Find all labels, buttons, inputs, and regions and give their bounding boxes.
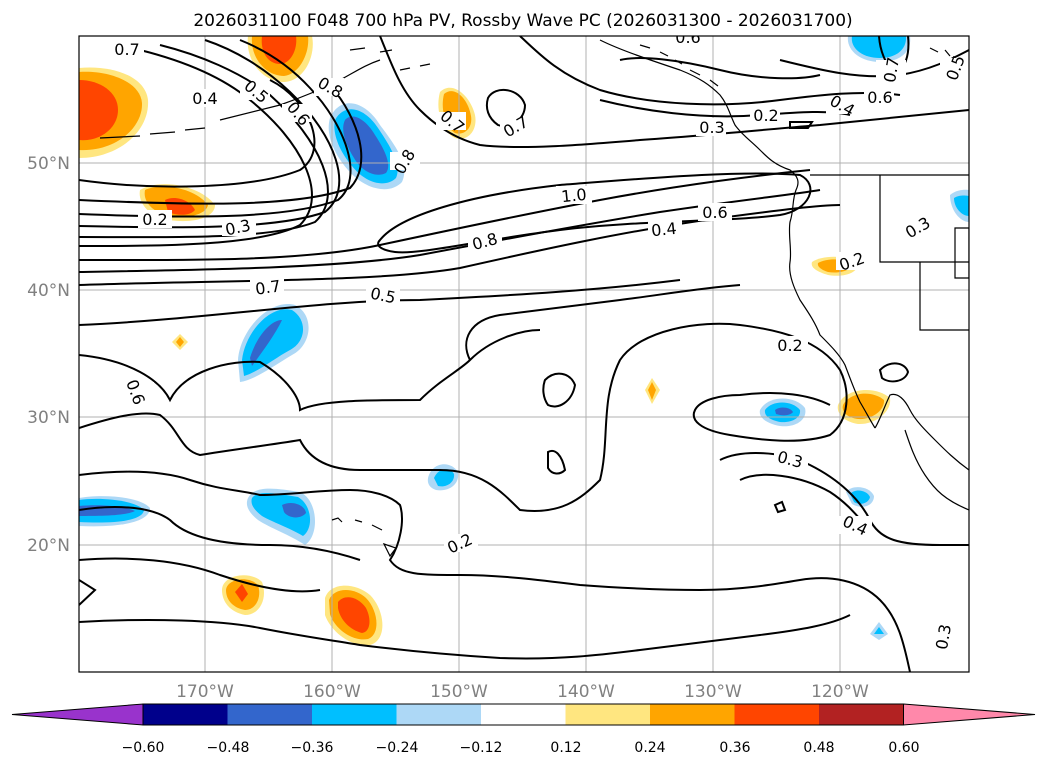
colorbar-segment bbox=[734, 704, 820, 725]
map-frame bbox=[78, 35, 970, 673]
contour-label: 0.2 bbox=[753, 106, 778, 125]
lon-label: 150°W bbox=[430, 682, 488, 702]
colorbar-segment bbox=[565, 704, 651, 725]
colorbar-segments bbox=[11, 703, 1036, 726]
colorbar-extend-low bbox=[11, 703, 144, 726]
colorbar: −0.60 −0.48 −0.36 −0.24 −0.12 0.12 0.24 … bbox=[11, 703, 1036, 756]
lat-label: 30°N bbox=[27, 408, 70, 428]
contour-label: 0.2 bbox=[142, 210, 167, 229]
contour-label: 0.7 bbox=[254, 276, 282, 298]
negative-anomaly-small-119w bbox=[870, 622, 888, 640]
lon-label: 130°W bbox=[684, 682, 742, 702]
contour-label: 1.0 bbox=[560, 185, 587, 207]
colorbar-segment bbox=[143, 704, 228, 725]
colorbar-segment bbox=[396, 704, 482, 725]
positive-anomaly-near-158w bbox=[325, 585, 383, 646]
contour-label: 0.5 bbox=[369, 284, 398, 308]
negative-anomaly-near-162w bbox=[246, 488, 316, 545]
contour-label: 0.3 bbox=[932, 623, 955, 651]
contour-label: 0.7 bbox=[114, 40, 139, 59]
lon-label: 170°W bbox=[176, 682, 234, 702]
contour-label: 0.7 bbox=[880, 56, 903, 84]
coastlines bbox=[99, 39, 969, 558]
colorbar-tick-label: 0.24 bbox=[634, 740, 665, 756]
contour-label: 0.4 bbox=[650, 219, 677, 241]
contour-label: 0.3 bbox=[223, 216, 252, 240]
lon-label: 120°W bbox=[811, 682, 869, 702]
negative-anomaly-northeast bbox=[847, 36, 911, 62]
contour-label: 0.6 bbox=[675, 28, 700, 47]
longitude-labels: 170°W 160°W 150°W 140°W 130°W 120°W bbox=[176, 682, 869, 702]
positive-anomaly-west-edge bbox=[79, 67, 149, 158]
colorbar-tick-label: 0.60 bbox=[888, 740, 919, 756]
contour-label: 0.6 bbox=[867, 88, 892, 107]
negative-anomaly-north bbox=[328, 103, 405, 190]
graticule bbox=[79, 36, 969, 672]
colorbar-extend-high bbox=[903, 703, 1036, 726]
colorbar-segment bbox=[227, 704, 313, 725]
contour-label: 0.2 bbox=[777, 336, 802, 355]
lat-label: 50°N bbox=[27, 154, 70, 174]
contour-label: 0.4 bbox=[192, 89, 217, 108]
lat-label: 20°N bbox=[27, 536, 70, 556]
lon-label: 140°W bbox=[557, 682, 615, 702]
colorbar-tick-label: −0.24 bbox=[376, 740, 419, 756]
shaded-anomalies bbox=[79, 36, 969, 646]
colorbar-segment bbox=[481, 704, 566, 725]
colorbar-tick-label: 0.36 bbox=[719, 740, 750, 756]
contour-label: 0.3 bbox=[699, 118, 724, 137]
map-title: 2026031100 F048 700 hPa PV, Rossby Wave … bbox=[193, 11, 852, 31]
colorbar-segment bbox=[819, 704, 904, 725]
map-panel: 0.7 0.4 0.5 0.6 0.8 0.7 0.7 0.8 0.6 0.2 … bbox=[79, 28, 969, 672]
colorbar-tick-label: −0.48 bbox=[207, 740, 250, 756]
positive-anomaly-near-118w bbox=[837, 389, 891, 425]
lat-label: 40°N bbox=[27, 281, 70, 301]
negative-anomaly-small-117w bbox=[846, 487, 874, 507]
negative-anomaly-west-low bbox=[79, 496, 150, 527]
colorbar-tick-label: −0.36 bbox=[291, 740, 334, 756]
colorbar-tick-label: 0.48 bbox=[803, 740, 834, 756]
colorbar-tick-label: −0.60 bbox=[122, 740, 165, 756]
positive-anomaly-small-175w-inner bbox=[176, 337, 184, 347]
colorbar-ticks: −0.60 −0.48 −0.36 −0.24 −0.12 0.12 0.24 … bbox=[122, 740, 920, 756]
lon-label: 160°W bbox=[303, 682, 361, 702]
positive-anomaly-small-135w-inner bbox=[648, 382, 656, 400]
contour-label: 0.6 bbox=[702, 203, 727, 222]
colorbar-tick-label: 0.12 bbox=[550, 740, 581, 756]
latitude-labels: 50°N 40°N 30°N 20°N bbox=[27, 154, 70, 556]
colorbar-segment bbox=[312, 704, 397, 725]
negative-anomaly-east-edge bbox=[950, 189, 969, 222]
colorbar-segment bbox=[650, 704, 735, 725]
colorbar-outline bbox=[142, 703, 904, 726]
colorbar-tick-label: −0.12 bbox=[460, 740, 503, 756]
